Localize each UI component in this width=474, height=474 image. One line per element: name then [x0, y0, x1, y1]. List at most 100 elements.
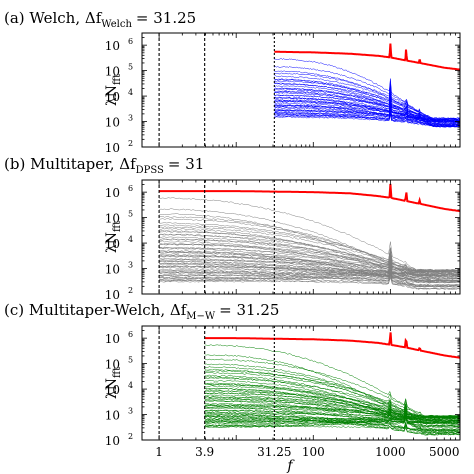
y-tick-exp: 3 — [128, 407, 133, 416]
spectrum-line — [159, 255, 460, 272]
spectrum-line — [274, 83, 460, 120]
spectrum-line — [204, 415, 460, 428]
x-tick-label: 5000 — [429, 445, 460, 459]
spectrum-line — [159, 218, 460, 276]
y-tick-base: 10 — [105, 383, 120, 397]
spectrum-line — [274, 102, 460, 119]
spectrum-line — [204, 380, 460, 427]
spectrum-line — [204, 409, 460, 427]
y-tick-label: 10 4 — [105, 88, 133, 104]
y-tick-exp: 2 — [128, 432, 133, 441]
spectrum-line — [274, 99, 460, 126]
x-tick-label: 3.9 — [195, 445, 214, 459]
spectrum-line — [158, 258, 460, 277]
y-tick-base: 10 — [105, 90, 120, 104]
y-tick-exp: 5 — [128, 356, 133, 365]
spectrum-line — [159, 266, 460, 281]
x-axis-label: f — [286, 458, 295, 474]
y-tick-base: 10 — [105, 237, 120, 251]
y-tick-exp: 5 — [128, 63, 133, 72]
spectrum-line — [159, 261, 460, 272]
panel-multitaper: (b) Multitaper, ΔfDPSS = 31 λNfft 10 210 31… — [4, 155, 461, 302]
y-tick-base: 10 — [105, 434, 120, 448]
spectrum-line — [204, 414, 460, 421]
y-tick-exp: 3 — [128, 261, 133, 270]
spectrum-line — [159, 266, 460, 280]
spectrum-line — [158, 269, 460, 286]
y-tick-base: 10 — [105, 39, 120, 53]
y-tick-base: 10 — [105, 332, 120, 346]
spectrum-line — [204, 398, 460, 418]
plot-area — [158, 183, 460, 290]
spectrum-line — [159, 216, 460, 277]
y-tick-label: 10 6 — [105, 37, 133, 53]
y-tick-label: 10 3 — [105, 261, 133, 277]
x-tick-label: 1 — [155, 445, 163, 459]
spectrum-line — [204, 404, 460, 418]
y-tick-exp: 4 — [128, 88, 133, 97]
spectrum-line — [274, 75, 460, 122]
spectrum-line — [204, 411, 460, 424]
y-tick-label: 10 5 — [105, 356, 133, 372]
y-tick-base: 10 — [105, 65, 120, 79]
spectrum-line — [204, 409, 460, 422]
spectrum-line — [159, 230, 460, 277]
axes-frame — [141, 32, 461, 148]
spectrum-line — [159, 224, 460, 271]
spectrum-line — [274, 112, 460, 125]
spectrum-line — [274, 112, 460, 123]
spectrum-line — [274, 94, 460, 120]
y-tick-label: 10 6 — [105, 330, 133, 346]
spectrum-line — [204, 358, 460, 417]
x-tick-label: 1000 — [375, 445, 406, 459]
y-tick-exp: 6 — [128, 37, 133, 46]
spectrum-line — [204, 396, 460, 429]
top-spectrum-line — [204, 332, 460, 359]
y-tick-exp: 6 — [128, 184, 133, 193]
y-tick-exp: 4 — [128, 381, 133, 390]
spectrum-line — [204, 414, 460, 426]
y-tick-base: 10 — [105, 358, 120, 372]
x-tick-label: 100 — [302, 445, 325, 459]
y-tick-label: 10 2 — [105, 139, 133, 155]
spectrum-line — [274, 106, 460, 120]
panel-multitaper-welch: (c) Multitaper-Welch, ΔfM−W = 31.25 λNfft… — [4, 301, 461, 459]
y-tick-label: 10 2 — [105, 432, 133, 448]
plot-area — [274, 43, 460, 128]
spectrum-line — [274, 109, 460, 121]
y-tick-base: 10 — [105, 288, 120, 302]
y-tick-base: 10 — [105, 186, 120, 200]
y-tick-label: 10 2 — [105, 286, 133, 302]
spectrum-line — [204, 387, 460, 432]
panel-title-welch: (a) Welch, ΔfWelch = 31.25 — [4, 9, 196, 30]
y-tick-label: 10 3 — [105, 407, 133, 423]
y-tick-label: 10 4 — [105, 381, 133, 397]
y-tick-base: 10 — [105, 116, 120, 130]
spectrum-line — [159, 265, 460, 275]
y-tick-exp: 4 — [128, 235, 133, 244]
y-tick-exp: 3 — [128, 114, 133, 123]
spectrum-line — [159, 267, 460, 281]
y-tick-exp: 2 — [128, 139, 133, 148]
y-tick-label: 10 5 — [105, 210, 133, 226]
plot-area — [204, 332, 460, 436]
y-tick-base: 10 — [105, 212, 120, 226]
spectrum-line — [159, 247, 460, 290]
spectrum-line — [159, 222, 460, 273]
x-tick-label: 31.25 — [257, 445, 291, 459]
spectrum-line — [159, 255, 460, 274]
spectrum-line — [204, 413, 460, 432]
y-tick-exp: 2 — [128, 286, 133, 295]
spectrum-line — [159, 260, 460, 282]
y-axis-label-multitaper: λNfft — [104, 221, 123, 253]
y-tick-base: 10 — [105, 263, 120, 277]
spectrum-line — [274, 114, 460, 126]
y-axis-label-multitaper-welch: λNfft — [104, 367, 123, 399]
spectrum-line — [159, 254, 460, 288]
spectrum-line — [204, 344, 460, 420]
spectrum-line — [204, 370, 460, 417]
y-tick-label: 10 3 — [105, 114, 133, 130]
panel-title-multitaper: (b) Multitaper, ΔfDPSS = 31 — [4, 155, 204, 176]
